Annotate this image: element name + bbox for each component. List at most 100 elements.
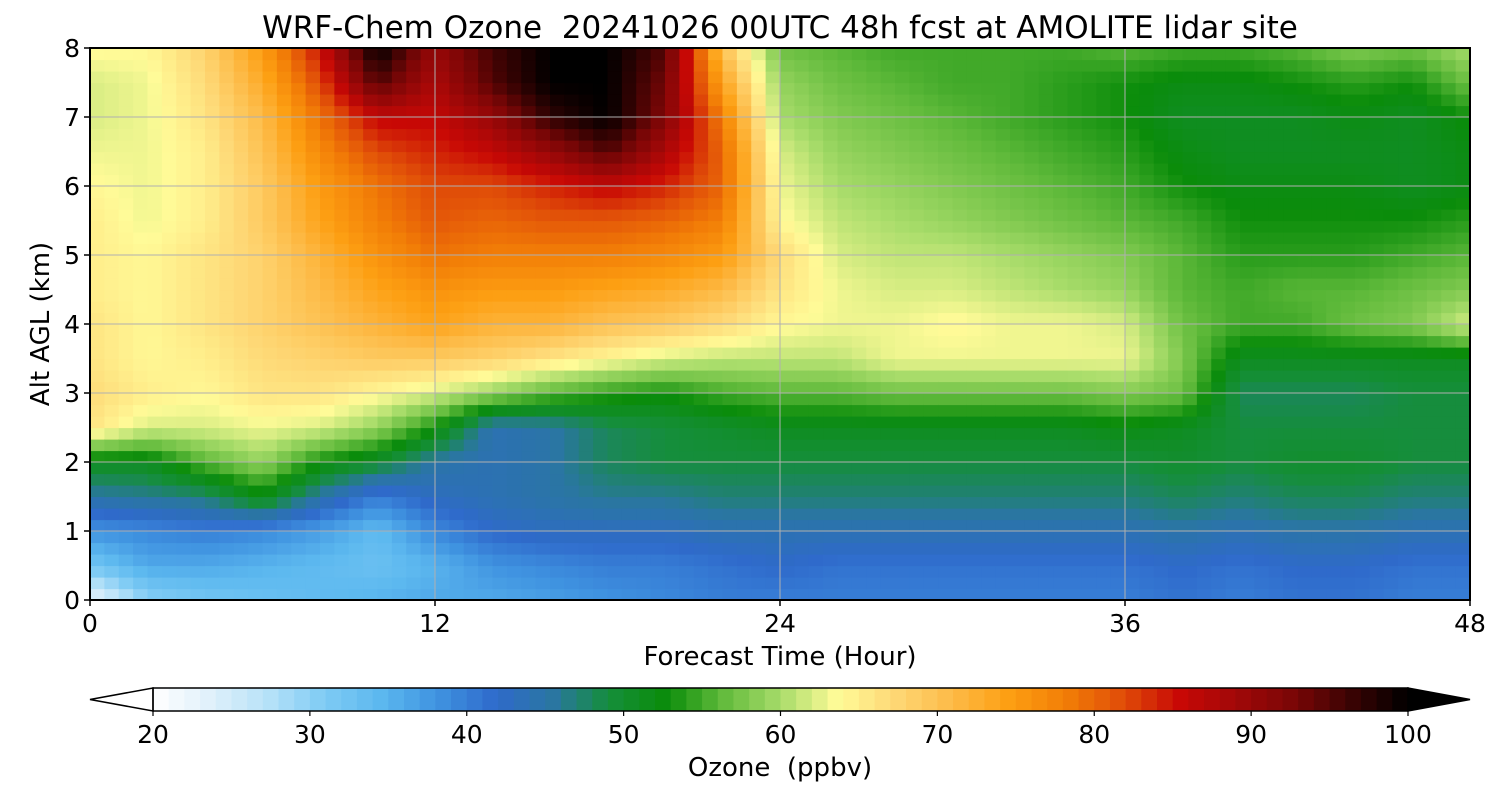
heatmap-cell: [161, 48, 177, 61]
heatmap-cell: [406, 335, 422, 348]
heatmap-cell: [578, 209, 594, 222]
heatmap-cell: [190, 393, 206, 406]
heatmap-cell: [435, 105, 450, 118]
heatmap-cell: [133, 48, 149, 61]
heatmap-cell: [478, 531, 494, 544]
heatmap-cell: [420, 485, 436, 498]
heatmap-cell: [578, 519, 594, 532]
heatmap-cell: [492, 243, 508, 256]
heatmap-cell: [219, 554, 235, 567]
heatmap-cell: [420, 117, 436, 130]
heatmap-cell: [161, 381, 177, 394]
heatmap-cell: [104, 289, 120, 302]
heatmap-cell: [161, 82, 177, 95]
heatmap-cell: [147, 404, 163, 417]
heatmap-cell: [463, 128, 479, 141]
heatmap-cell: [348, 82, 364, 95]
heatmap-cell: [233, 278, 249, 291]
heatmap-cell: [420, 427, 436, 440]
heatmap-cell: [133, 358, 149, 371]
heatmap-cell: [535, 59, 551, 72]
heatmap-cell: [147, 381, 163, 394]
colorbar-swatch: [325, 688, 342, 711]
heatmap-cell: [435, 151, 450, 164]
heatmap-cell: [233, 565, 249, 578]
heatmap-cell: [305, 347, 321, 360]
heatmap-cell: [564, 439, 580, 452]
heatmap-cell: [478, 94, 494, 107]
heatmap-cell: [118, 358, 134, 371]
heatmap-cell: [506, 289, 522, 302]
heatmap-cell: [320, 151, 335, 164]
heatmap-cell: [363, 473, 379, 486]
heatmap-cell: [391, 393, 407, 406]
heatmap-cell: [348, 266, 364, 279]
heatmap-cell: [478, 209, 494, 222]
heatmap-cell: [506, 358, 522, 371]
heatmap-cell: [550, 105, 565, 118]
heatmap-cell: [176, 243, 192, 256]
colorbar-swatch: [1345, 688, 1362, 711]
heatmap-cell: [233, 335, 249, 348]
heatmap-cell: [521, 82, 537, 95]
heatmap-cell: [449, 209, 465, 222]
heatmap-cell: [535, 416, 551, 429]
heatmap-cell: [348, 577, 364, 590]
heatmap-cell: [248, 197, 264, 210]
heatmap-cell: [593, 301, 609, 314]
heatmap-cell: [133, 473, 149, 486]
heatmap-cell: [406, 404, 422, 417]
heatmap-cell: [305, 232, 321, 245]
heatmap-cell: [377, 312, 393, 325]
heatmap-cell: [219, 105, 235, 118]
heatmap-cell: [334, 531, 350, 544]
heatmap-cell: [463, 485, 479, 498]
colorbar-swatch: [702, 688, 719, 711]
heatmap-cell: [118, 347, 134, 360]
heatmap-cell: [248, 105, 264, 118]
colorbar-swatch: [419, 688, 436, 711]
colorbar-swatch: [372, 688, 389, 711]
heatmap-cell: [90, 531, 105, 544]
heatmap-cell: [463, 209, 479, 222]
heatmap-cell: [161, 174, 177, 187]
heatmap-cell: [104, 335, 120, 348]
heatmap-cell: [578, 554, 594, 567]
heatmap-cell: [305, 588, 321, 600]
heatmap-cell: [463, 358, 479, 371]
heatmap-cell: [578, 278, 594, 291]
heatmap-cell: [334, 71, 350, 84]
heatmap-cell: [205, 531, 220, 544]
heatmap-cell: [190, 370, 206, 383]
heatmap-cell: [449, 554, 465, 567]
heatmap-cell: [478, 508, 494, 521]
heatmap-cell: [104, 427, 120, 440]
heatmap-cell: [233, 117, 249, 130]
chart-title: WRF-Chem Ozone 20241026 00UTC 48h fcst a…: [262, 10, 1298, 46]
heatmap-cell: [176, 220, 192, 233]
heatmap-cell: [305, 324, 321, 337]
heatmap-cell: [521, 542, 537, 555]
heatmap-cell: [248, 117, 264, 130]
heatmap-cell: [550, 220, 565, 233]
heatmap-cell: [147, 163, 163, 176]
heatmap-cell: [420, 174, 436, 187]
heatmap-cell: [219, 496, 235, 509]
heatmap-cell: [435, 59, 450, 72]
heatmap-cell: [205, 577, 220, 590]
heatmap-cell: [320, 163, 335, 176]
heatmap-cell: [176, 450, 192, 463]
heatmap-cell: [334, 82, 350, 95]
heatmap-cell: [248, 473, 264, 486]
heatmap-cell: [133, 554, 149, 567]
heatmap-cell: [233, 163, 249, 176]
heatmap-cell: [161, 473, 177, 486]
heatmap-cell: [320, 312, 335, 325]
heatmap-cell: [406, 59, 422, 72]
heatmap-cell: [147, 416, 163, 429]
heatmap-cell: [161, 462, 177, 475]
heatmap-cell: [420, 140, 436, 153]
heatmap-cell: [550, 289, 565, 302]
heatmap-cell: [133, 335, 149, 348]
